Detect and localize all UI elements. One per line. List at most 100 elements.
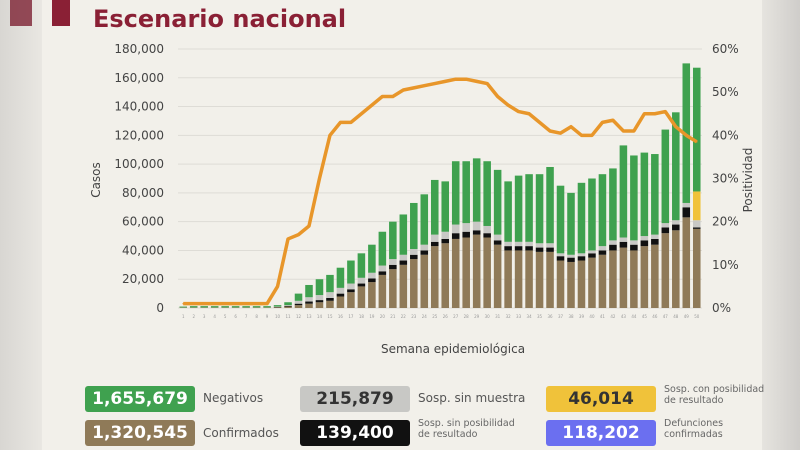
bar-confirmados: [305, 303, 313, 308]
bar-sin_muestra: [430, 234, 439, 242]
bar-negativos: [651, 154, 659, 235]
bar-confirmados: [692, 228, 701, 308]
x-tick-label: 18: [359, 314, 365, 319]
bar-negativos: [242, 306, 250, 308]
bar-sin_muestra: [651, 234, 659, 239]
bar-sin_muestra: [692, 220, 701, 228]
positividad-point: [675, 125, 677, 128]
bar-confirmados: [556, 260, 565, 308]
x-tick-label: 3: [203, 314, 206, 319]
positividad-point: [339, 121, 342, 124]
label-line: Defunciones: [664, 418, 724, 429]
x-tick-label: 37: [558, 314, 564, 319]
y-tick-label: 160,000: [114, 71, 164, 85]
positividad-point: [549, 130, 551, 132]
bar-confirmados: [651, 244, 659, 308]
positividad-point: [643, 112, 646, 115]
bar-sin_posibilidad: [430, 241, 439, 247]
legend-confirmados-value: 1,320,545: [85, 420, 195, 446]
bar-sin_muestra: [410, 249, 418, 255]
positividad-point: [633, 130, 635, 132]
positividad-point: [224, 302, 226, 305]
positividad-point: [475, 80, 478, 83]
bar-sin_posibilidad: [326, 297, 334, 301]
bar-negativos: [231, 306, 240, 308]
positividad-line: [183, 77, 698, 306]
bar-sin_posibilidad: [556, 256, 565, 261]
bar-negativos: [504, 181, 512, 242]
bar-negativos: [525, 174, 533, 242]
positividad-point: [245, 302, 247, 305]
y2-tick-label: 0%: [712, 301, 731, 315]
bar-sin_muestra: [514, 241, 523, 247]
y2-tick-label: 20%: [712, 215, 739, 229]
positividad-point: [371, 104, 373, 106]
bar-sin_posibilidad: [567, 257, 575, 262]
legend-sin-muestra-value: 215,879: [300, 386, 410, 412]
bar-negativos: [462, 161, 470, 224]
positividad-point: [413, 87, 415, 89]
bar-negativos: [514, 175, 523, 242]
bar-sin_posibilidad: [504, 246, 512, 251]
x-tick-label: 43: [621, 314, 627, 319]
x-tick-label: 19: [369, 314, 375, 319]
x-tick-label: 25: [432, 314, 438, 319]
bar-negativos: [598, 174, 607, 247]
bar-sin_posibilidad: [451, 233, 460, 239]
x-tick-label: 39: [579, 314, 585, 319]
bar-sin_muestra: [451, 224, 460, 234]
bar-negativos: [368, 244, 376, 273]
x-tick-label: 32: [506, 314, 512, 319]
bar-sin_posibilidad: [284, 305, 292, 307]
positividad-point: [507, 104, 509, 106]
bar-sin_muestra: [556, 253, 565, 257]
bar-sin_muestra: [588, 250, 596, 254]
x-tick-label: 12: [296, 314, 302, 319]
x-tick-label: 4: [213, 314, 216, 319]
bar-sin_muestra: [682, 202, 691, 208]
positividad-point: [664, 110, 667, 113]
y-tick-label: 180,000: [114, 42, 164, 56]
x-tick-label: 33: [516, 314, 522, 319]
bar-confirmados: [273, 307, 282, 308]
bar-sin_posibilidad: [462, 231, 470, 238]
positividad-point: [329, 134, 331, 137]
bar-confirmados: [588, 257, 596, 308]
bar-sin_muestra: [294, 300, 303, 304]
positividad-point: [255, 302, 258, 305]
bar-sin_posibilidad: [336, 293, 345, 297]
bar-confirmados: [399, 264, 408, 308]
bar-sin_posibilidad: [357, 283, 366, 287]
bar-negativos: [430, 179, 439, 235]
y-tick-label: 0: [156, 301, 164, 315]
bar-confirmados: [640, 246, 649, 308]
x-tick-label: 22: [401, 314, 407, 319]
bar-sin_posibilidad: [389, 264, 397, 270]
positividad-point: [308, 225, 310, 227]
bar-confirmados: [567, 261, 575, 308]
bar-negativos: [451, 161, 460, 225]
x-tick-label: 1: [182, 314, 185, 319]
bar-sin_posibilidad: [294, 303, 303, 306]
legend-sin-posibilidad-label: Sosp. sin posibilidad de resultado: [418, 418, 515, 440]
bar-negativos: [609, 168, 617, 241]
bar-negativos: [389, 221, 397, 260]
legend-confirmados-label: Confirmados: [203, 426, 279, 440]
bar-sin_posibilidad: [692, 227, 701, 229]
bar-confirmados: [525, 250, 533, 308]
positividad-point: [297, 233, 300, 236]
x-tick-label: 10: [275, 314, 281, 319]
bar-sin_muestra: [357, 277, 366, 284]
x-tick-label: 31: [495, 314, 501, 319]
bar-sin_muestra: [315, 295, 324, 301]
bar-sin_muestra: [378, 265, 387, 272]
bar-negativos: [410, 202, 418, 250]
positividad-point: [182, 302, 185, 305]
bar-sin_posibilidad: [651, 238, 659, 245]
positividad-point: [381, 95, 384, 98]
x-tick-label: 15: [327, 314, 333, 319]
x-tick-label: 17: [348, 314, 354, 319]
positividad-point: [465, 78, 468, 81]
bar-confirmados: [535, 251, 544, 308]
bar-sin_muestra: [472, 221, 481, 231]
